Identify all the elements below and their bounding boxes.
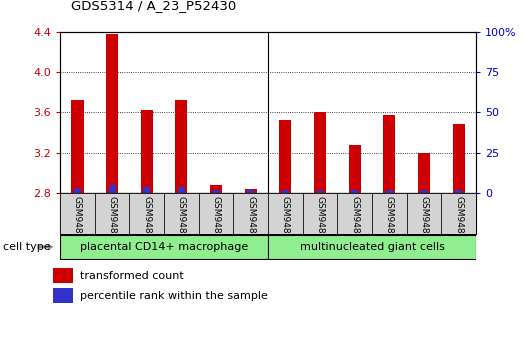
Bar: [245, 189, 257, 193]
Text: transformed count: transformed count: [81, 270, 184, 281]
Text: placental CD14+ macrophage: placental CD14+ macrophage: [80, 242, 248, 252]
Bar: [129, 193, 164, 234]
Bar: [455, 190, 462, 193]
Bar: [383, 115, 395, 193]
Text: GSM948997: GSM948997: [454, 196, 463, 251]
Text: GSM948993: GSM948993: [177, 196, 186, 251]
Bar: [452, 125, 464, 193]
Bar: [199, 193, 233, 234]
Bar: [282, 190, 289, 193]
Bar: [60, 235, 268, 259]
Bar: [233, 193, 268, 234]
Text: GSM948996: GSM948996: [419, 196, 428, 251]
Bar: [351, 190, 358, 193]
Bar: [178, 187, 185, 193]
Text: GSM948987: GSM948987: [73, 196, 82, 251]
Bar: [407, 193, 441, 234]
Text: cell type: cell type: [3, 242, 50, 252]
Bar: [268, 193, 303, 234]
Bar: [74, 188, 81, 193]
Bar: [106, 34, 118, 193]
Text: percentile rank within the sample: percentile rank within the sample: [81, 291, 268, 301]
Bar: [441, 193, 476, 234]
Bar: [175, 100, 187, 193]
Bar: [279, 120, 291, 193]
Bar: [60, 193, 95, 234]
Bar: [386, 190, 393, 193]
Bar: [212, 190, 220, 193]
Bar: [268, 235, 476, 259]
Text: GSM948991: GSM948991: [142, 196, 151, 251]
Bar: [95, 193, 129, 234]
Bar: [143, 187, 150, 193]
Text: GSM948994: GSM948994: [212, 196, 221, 251]
Text: GDS5314 / A_23_P52430: GDS5314 / A_23_P52430: [71, 0, 236, 12]
Bar: [349, 145, 361, 193]
Text: GSM948988: GSM948988: [315, 196, 324, 251]
Bar: [141, 110, 153, 193]
Bar: [418, 153, 430, 193]
Bar: [164, 193, 199, 234]
Bar: [53, 288, 73, 303]
Text: GSM948995: GSM948995: [246, 196, 255, 251]
Bar: [109, 185, 116, 193]
Bar: [72, 100, 84, 193]
Text: GSM948990: GSM948990: [108, 196, 117, 251]
Bar: [372, 193, 407, 234]
Bar: [303, 193, 337, 234]
Text: GSM948986: GSM948986: [281, 196, 290, 251]
Bar: [314, 113, 326, 193]
Text: multinucleated giant cells: multinucleated giant cells: [300, 242, 445, 252]
Bar: [420, 190, 427, 193]
Text: GSM948992: GSM948992: [385, 196, 394, 251]
Bar: [247, 190, 254, 193]
Bar: [210, 185, 222, 193]
Bar: [316, 190, 323, 193]
Bar: [53, 268, 73, 283]
Bar: [337, 193, 372, 234]
Text: GSM948989: GSM948989: [350, 196, 359, 251]
